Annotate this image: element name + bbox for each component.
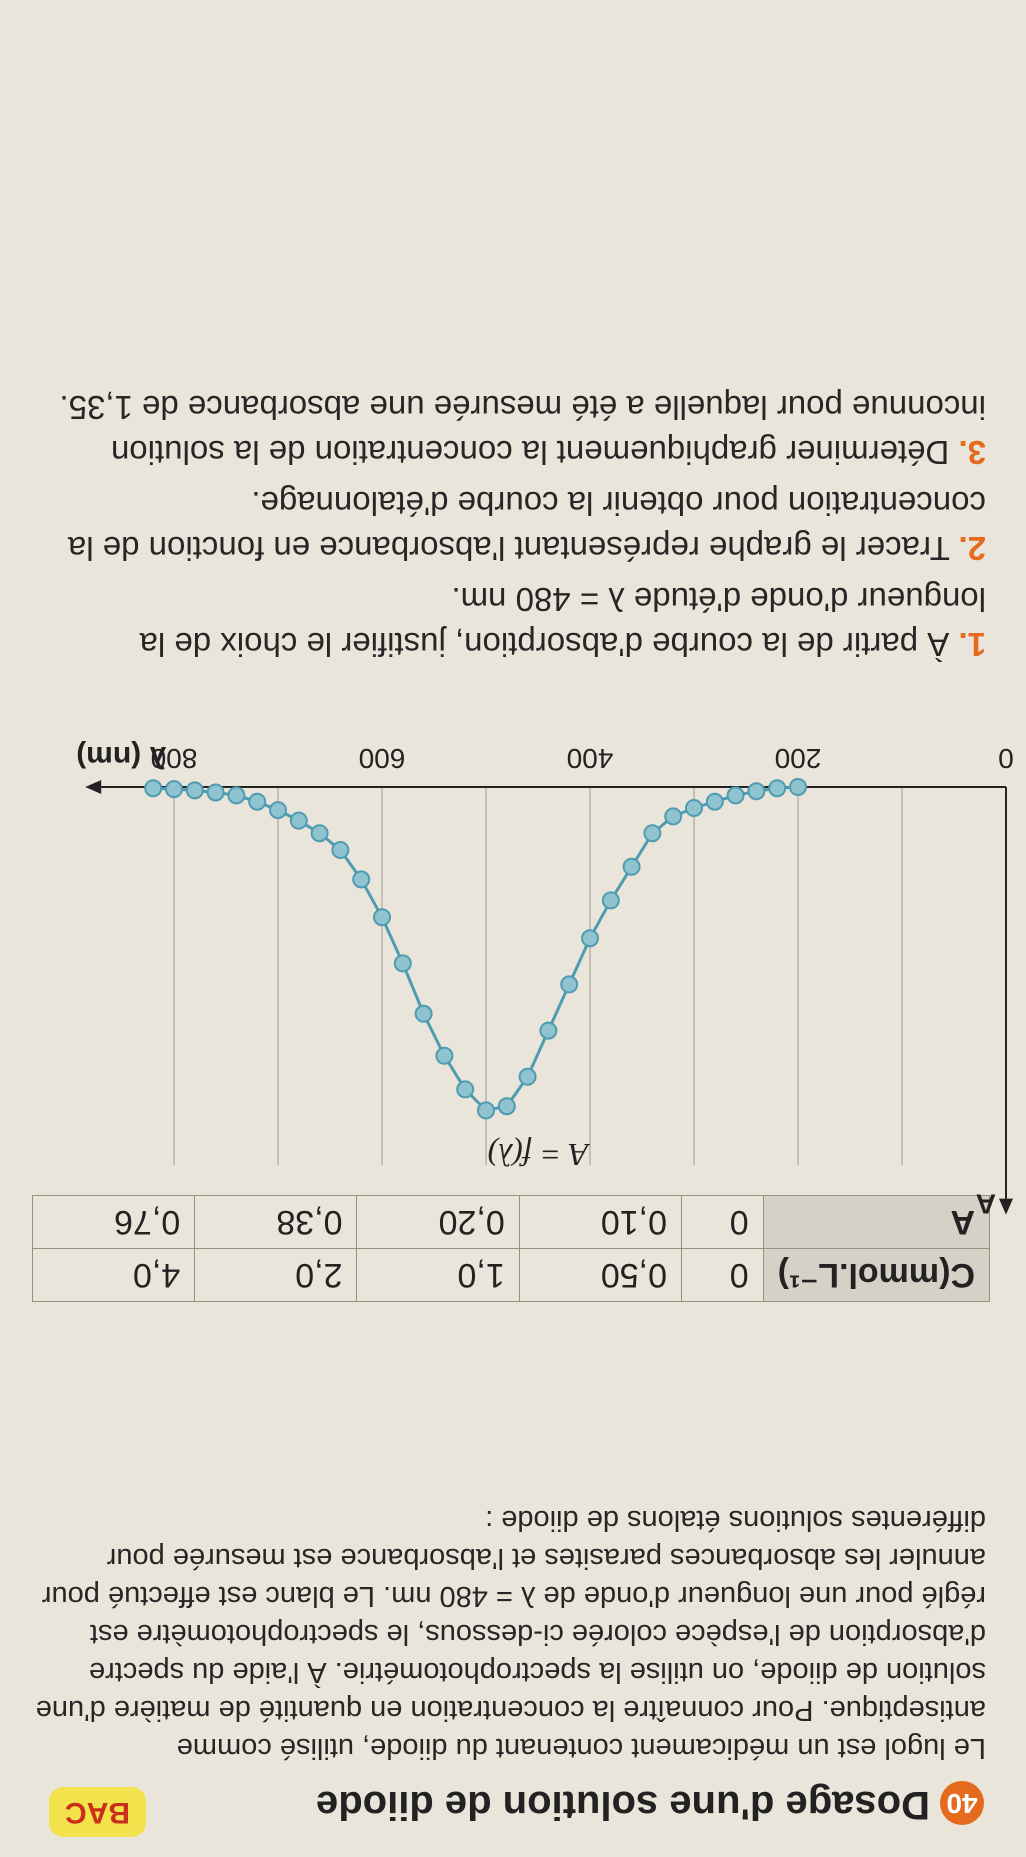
data-point (705, 792, 724, 811)
data-point (560, 975, 579, 994)
y-axis-arrow (999, 1198, 1013, 1215)
data-point (165, 780, 183, 799)
data-point (310, 824, 329, 843)
data-point (206, 783, 225, 802)
data-point (726, 786, 745, 805)
question-number: 2. (958, 530, 986, 567)
data-point (664, 807, 683, 826)
table-cell: 0 (681, 1248, 764, 1302)
data-point (414, 1004, 433, 1023)
table-cell: 2,0 (194, 1248, 357, 1302)
data-point (789, 778, 807, 796)
y-axis-label: A (976, 1189, 996, 1217)
table-cell: 4,0 (32, 1248, 195, 1302)
question-number: 3. (958, 434, 986, 471)
exercise-number: 40 (940, 1780, 984, 1825)
data-point (393, 954, 412, 973)
question-text: Déterminer graphiquement la concentratio… (59, 389, 986, 471)
data-point (768, 779, 787, 798)
data-point (352, 870, 371, 889)
x-tick-label: 400 (567, 743, 614, 774)
x-tick-label: 200 (775, 743, 822, 774)
question-item: 1. À partir de la courbe d'absorption, j… (26, 577, 986, 667)
data-point (539, 1021, 558, 1040)
x-axis-label: λ (nm) (76, 740, 166, 773)
question-text: À partir de la courbe d'absorption, just… (139, 581, 986, 663)
exercise-title-text: Dosage d'une solution de diiode (316, 1783, 930, 1827)
data-point (601, 891, 620, 910)
data-point (477, 1101, 495, 1120)
question-text: Tracer le graphe représentant l'absorban… (67, 485, 986, 567)
x-axis-arrow (85, 780, 102, 794)
table-cell: 0,50 (519, 1248, 682, 1302)
questions-list: 1. À partir de la courbe d'absorption, j… (26, 379, 986, 667)
data-point (269, 801, 287, 820)
data-point (227, 786, 246, 805)
data-point (435, 1046, 454, 1065)
curve-annotation: A = f(λ) (488, 1137, 591, 1173)
exercise-title: 40Dosage d'une solution de diiode (316, 1780, 984, 1827)
question-number: 1. (958, 626, 986, 663)
data-point (144, 779, 163, 798)
data-point (497, 1097, 516, 1116)
question-item: 2. Tracer le graphe représentant l'absor… (26, 481, 986, 571)
table-row: C(mmol.L⁻¹) 0 0,50 1,0 2,0 4,0 (32, 1248, 990, 1302)
data-point (248, 792, 267, 811)
data-point (185, 781, 204, 800)
x-tick-label: 600 (359, 743, 406, 774)
data-point (331, 841, 350, 859)
exercise-intro: Le lugol est un médicament contenant du … (26, 1501, 986, 1767)
x-tick-label: 800 (151, 743, 198, 774)
table-cell: 1,0 (357, 1248, 520, 1302)
data-point (518, 1067, 537, 1086)
question-item: 3. Déterminer graphiquement la concentra… (26, 385, 986, 475)
table-header-concentration: C(mmol.L⁻¹) (763, 1248, 990, 1302)
data-point (373, 908, 391, 927)
data-point (581, 929, 599, 948)
data-point (456, 1080, 475, 1099)
data-point (289, 811, 308, 830)
data-point (685, 799, 703, 817)
data-point (622, 857, 641, 876)
intro-paragraph: Le lugol est un médicament contenant du … (35, 1504, 986, 1764)
bac-badge: BAC (49, 1787, 146, 1837)
data-point (643, 824, 662, 843)
data-point (747, 782, 766, 801)
x-tick-label: 0 (998, 743, 1014, 774)
series-line (153, 785, 799, 1113)
